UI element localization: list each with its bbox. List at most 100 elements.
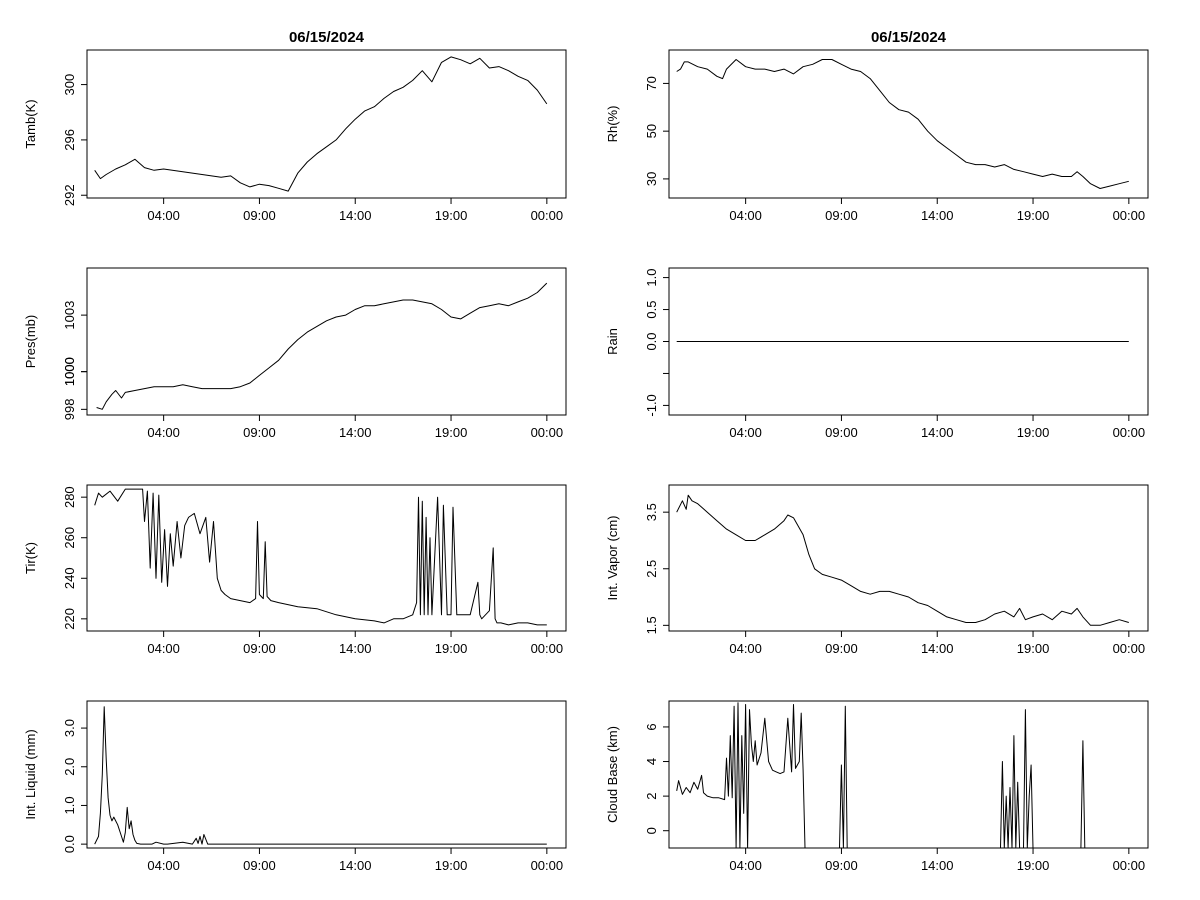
y-tick-label: 30: [644, 172, 659, 186]
x-tick-label: 19:00: [435, 858, 468, 873]
panel-4: 04:00 09:00 14:00 19:00 00:00 -1.0 0.0 0.5 1.0 Ra…: [605, 267, 1149, 440]
y-tick-label: 0.0: [644, 332, 659, 350]
y-tick-label: 220: [62, 608, 77, 630]
x-tick-label: 00:00: [1113, 641, 1146, 656]
x-tick-label: 00:00: [531, 208, 564, 223]
x-tick-label: 19:00: [1017, 641, 1050, 656]
series-line: [676, 494, 1129, 626]
plot-frame: [86, 49, 567, 199]
series-line: [676, 702, 1129, 849]
plot-frame: [668, 484, 1149, 632]
x-tick-label: 19:00: [1017, 425, 1050, 440]
panel-6: 04:00 09:00 14:00 19:00 00:00 1.5 2.5 3.5 Int. V…: [605, 484, 1149, 656]
x-tick-label: 00:00: [1113, 208, 1146, 223]
y-tick-label: 6: [644, 723, 659, 730]
x-tick-label: 09:00: [243, 425, 276, 440]
y-tick-label: 300: [62, 74, 77, 96]
x-tick-label: 04:00: [729, 425, 762, 440]
chart-title: 06/15/2024: [289, 29, 365, 46]
y-tick-label: 3.0: [62, 719, 77, 737]
y-tick-label: 70: [644, 76, 659, 90]
x-tick-label: 19:00: [435, 425, 468, 440]
y-tick-label: 296: [62, 129, 77, 151]
y-tick-label: 0: [644, 827, 659, 834]
panel-5: 04:00 09:00 14:00 19:00 00:00 220 240 260 280 Tir…: [23, 484, 567, 656]
series-line: [94, 56, 548, 192]
panel-2: 06/15/2024 04:00 09:00 14:00 19:00 00:00 30 50 7…: [605, 29, 1149, 223]
y-axis-label: Int. Vapor (cm): [605, 515, 620, 600]
y-tick-label: 1003: [62, 301, 77, 330]
x-tick-label: 04:00: [147, 858, 180, 873]
x-tick-label: 14:00: [339, 208, 372, 223]
x-tick-label: 14:00: [921, 425, 954, 440]
plot-frame: [86, 700, 567, 849]
y-tick-label: 2: [644, 793, 659, 800]
y-tick-label: 0.0: [62, 835, 77, 853]
x-tick-label: 09:00: [825, 208, 858, 223]
y-tick-label: 50: [644, 124, 659, 138]
y-axis-label: Tir(K): [23, 542, 38, 574]
x-tick-label: 14:00: [921, 858, 954, 873]
panel-8: 04:00 09:00 14:00 19:00 00:00 0 2 4 6 Cloud Base …: [605, 700, 1149, 873]
y-axis-label: Rh(%): [605, 106, 620, 143]
x-tick-label: 09:00: [243, 208, 276, 223]
y-tick-label: 280: [62, 486, 77, 508]
y-tick-label: 292: [62, 184, 77, 206]
panel-3: 04:00 09:00 14:00 19:00 00:00998100010001003…: [23, 267, 567, 440]
y-axis-label: Rain: [605, 328, 620, 355]
x-tick-label: 14:00: [921, 208, 954, 223]
y-axis-label: Cloud Base (km): [605, 726, 620, 823]
x-tick-label: 00:00: [1113, 858, 1146, 873]
x-tick-label: 14:00: [339, 425, 372, 440]
x-tick-label: 00:00: [1113, 425, 1146, 440]
y-tick-label: 1000: [62, 357, 77, 386]
x-tick-label: 19:00: [435, 208, 468, 223]
x-tick-label: 09:00: [825, 641, 858, 656]
x-tick-label: 19:00: [435, 641, 468, 656]
x-tick-label: 04:00: [147, 208, 180, 223]
x-tick-label: 04:00: [147, 641, 180, 656]
panel-1: 06/15/2024 04:00 09:00 14:00 19:00 00:00 292 29…: [23, 29, 567, 223]
y-tick-label: 4: [644, 758, 659, 765]
plot-frame: [86, 484, 567, 632]
y-tick-label: 1.0: [644, 269, 659, 287]
plot-frame: [668, 49, 1149, 199]
x-tick-label: 09:00: [243, 858, 276, 873]
x-tick-label: 14:00: [339, 858, 372, 873]
x-tick-label: 09:00: [825, 858, 858, 873]
x-tick-label: 14:00: [921, 641, 954, 656]
y-tick-label: 0.5: [644, 301, 659, 319]
plot-frame: [86, 267, 567, 416]
x-tick-label: 14:00: [339, 641, 372, 656]
series-line: [94, 488, 547, 626]
y-axis-label: Pres(mb): [23, 315, 38, 368]
y-tick-label: 260: [62, 527, 77, 549]
y-tick-label: 2.5: [644, 560, 659, 578]
chart-title: 06/15/2024: [871, 29, 947, 46]
y-tick-label: -1.0: [644, 394, 659, 416]
y-tick-label: 240: [62, 567, 77, 589]
y-axis-label: Tamb(K): [23, 99, 38, 148]
x-tick-label: 19:00: [1017, 208, 1050, 223]
x-tick-label: 00:00: [531, 858, 564, 873]
x-tick-label: 19:00: [1017, 858, 1050, 873]
series-line: [96, 282, 548, 410]
y-tick-label: 3.5: [644, 503, 659, 521]
x-tick-label: 04:00: [729, 208, 762, 223]
y-tick-label: 998: [62, 398, 77, 420]
y-tick-label: 1.5: [644, 616, 659, 634]
y-tick-label: 1000: [62, 357, 77, 386]
x-tick-label: 09:00: [825, 425, 858, 440]
x-tick-label: 09:00: [243, 641, 276, 656]
series-line: [676, 59, 1129, 189]
x-tick-label: 04:00: [729, 641, 762, 656]
x-tick-label: 04:00: [147, 425, 180, 440]
x-tick-label: 04:00: [729, 858, 762, 873]
x-tick-label: 00:00: [531, 425, 564, 440]
y-tick-label: 1.0: [62, 796, 77, 814]
y-tick-label: 2.0: [62, 758, 77, 776]
panel-7: 04:00 09:00 14:00 19:00 00:00 0.0 1.0 2.0 3.0 Int…: [23, 700, 567, 873]
y-axis-label: Int. Liquid (mm): [23, 729, 38, 819]
